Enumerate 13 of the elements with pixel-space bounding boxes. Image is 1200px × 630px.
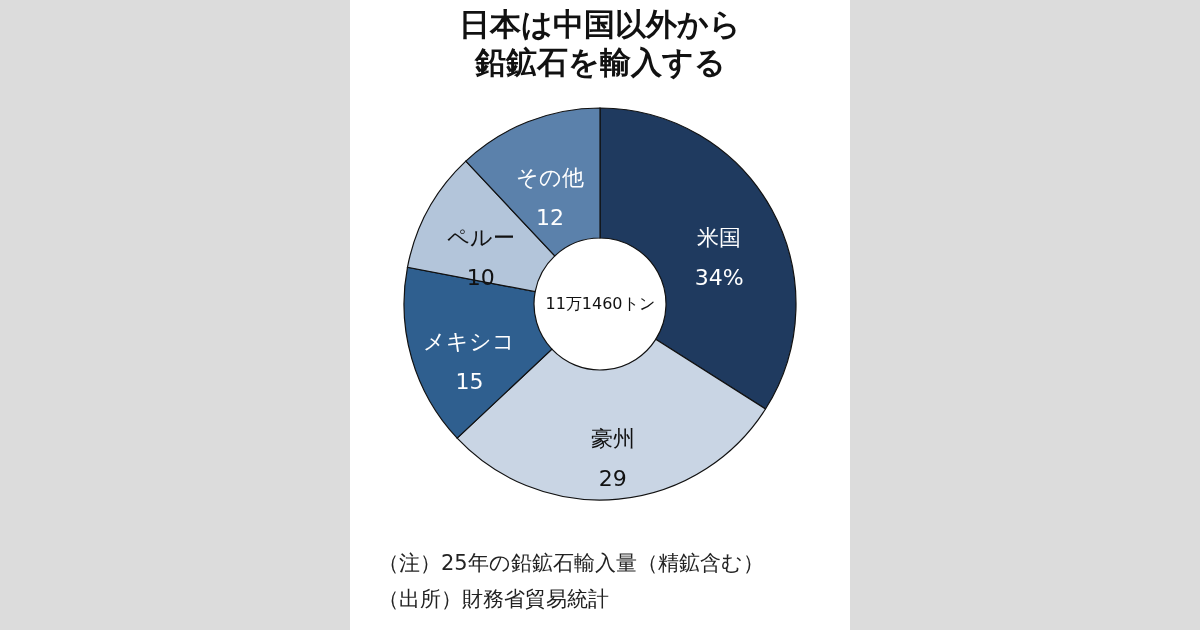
- chart-title: 日本は中国以外から鉛鉱石を輸入する: [459, 6, 741, 80]
- data-label: 29: [598, 466, 627, 492]
- data-label: 34%: [694, 265, 744, 291]
- slice-label: ペルー: [446, 225, 515, 251]
- slice-label: メキシコ: [423, 328, 516, 354]
- slice-label: その他: [515, 164, 584, 190]
- data-label: 15: [455, 368, 484, 394]
- data-label: 12: [535, 204, 564, 230]
- slice-label: 米国: [697, 225, 742, 251]
- text: 11万1460トン: [545, 294, 655, 313]
- text: （出所）財務省貿易統計: [378, 586, 610, 613]
- slice-label: 豪州: [590, 426, 635, 452]
- text: （注）25年の鉛鉱石輸入量（精鉱含む）: [378, 550, 764, 577]
